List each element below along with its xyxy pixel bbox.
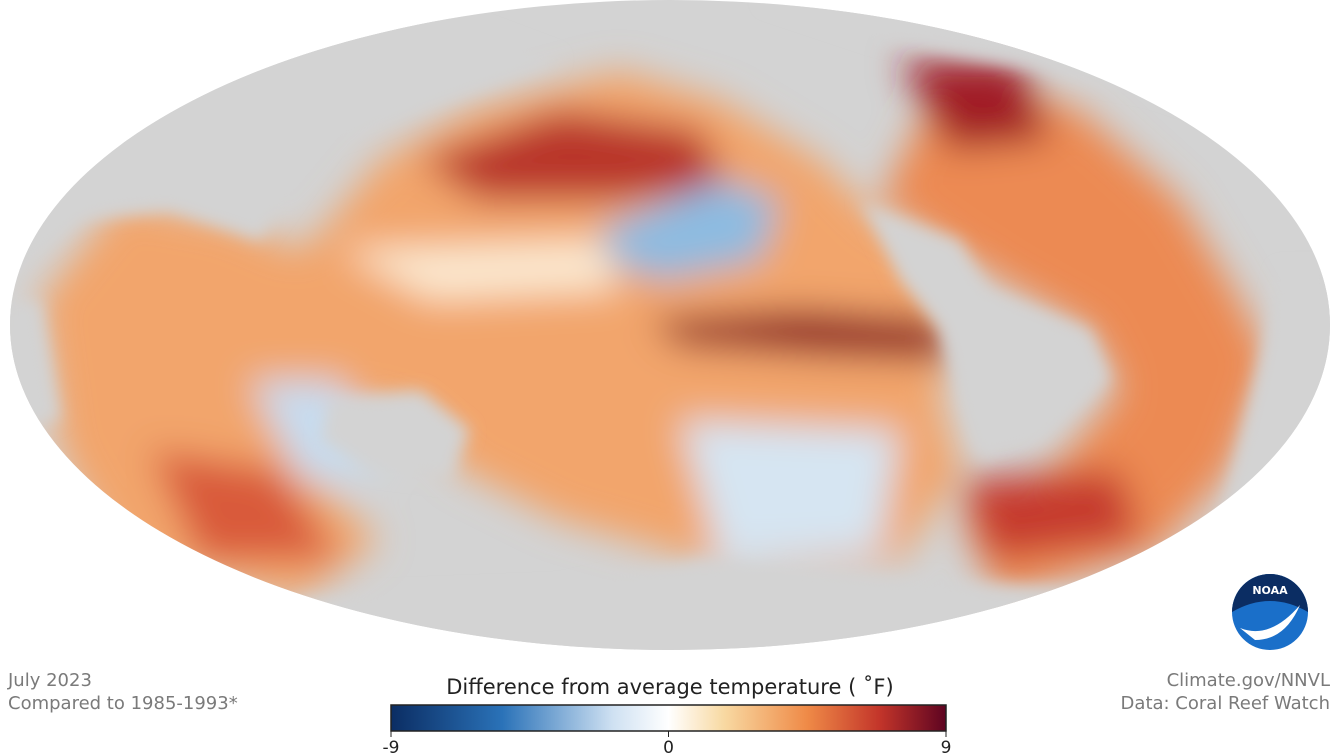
- tick-label: 0: [663, 738, 674, 753]
- logo-text: NOAA: [1252, 584, 1288, 597]
- credit: Climate.gov/NNVL: [1167, 670, 1330, 691]
- legend-title: Difference from average temperature ( ˚F…: [446, 675, 893, 699]
- color-bar: [390, 704, 947, 732]
- tick-label: 9: [941, 738, 952, 753]
- source: Data: Coral Reef Watch: [1121, 693, 1330, 714]
- baseline: Compared to 1985-1993*: [8, 693, 238, 714]
- noaa-logo: NOAA: [1232, 574, 1308, 650]
- date: July 2023: [7, 670, 92, 691]
- tick-label: -9: [383, 738, 400, 753]
